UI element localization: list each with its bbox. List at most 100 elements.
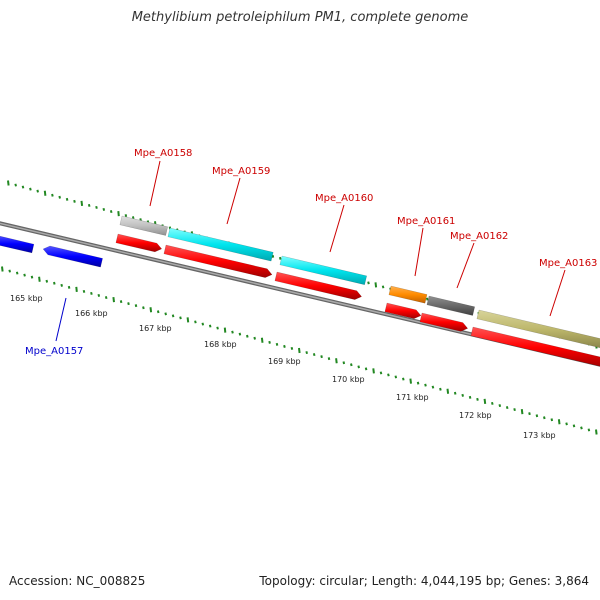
feature-cyan-mpe-a0159 [167, 227, 274, 262]
inner-tick-19 [142, 306, 145, 310]
inner-tick-21 [156, 310, 160, 314]
leader-mpe-a0159 [226, 177, 241, 225]
inner-tick-20 [149, 307, 153, 313]
tick-label-167: 167 kbp [139, 324, 172, 333]
leader-mpe-a0160 [329, 204, 345, 253]
leader-mpe-a0161 [414, 227, 424, 277]
inner-tick-28 [208, 324, 212, 328]
inner-tick-64 [476, 397, 479, 401]
outer-tick-8 [65, 197, 69, 201]
inner-tick-33 [246, 334, 249, 338]
feature-orange-mpe-a0161 [388, 285, 428, 304]
inner-tick-46 [342, 361, 346, 365]
inner-tick-27 [201, 322, 205, 326]
inner-tick-78 [580, 426, 583, 430]
inner-tick-41 [305, 351, 308, 355]
inner-tick-3 [23, 273, 26, 277]
outer-tick-17 [131, 216, 135, 220]
gene-label-mpe-a0163[interactable]: Mpe_A0163 [539, 258, 597, 269]
outer-tick-10 [80, 200, 84, 207]
inner-tick-40 [298, 347, 301, 354]
outer-tick-4 [36, 189, 39, 193]
inner-tick-44 [327, 357, 331, 361]
feature-gray-mpe-a0158 [119, 215, 168, 236]
outer-tick-5 [43, 190, 47, 196]
inner-tick-6 [45, 279, 49, 283]
inner-tick-77 [572, 424, 576, 428]
inner-tick-24 [179, 316, 182, 320]
inner-tick-71 [528, 412, 531, 416]
inner-tick-track [1, 266, 598, 435]
outer-tick-1 [14, 183, 17, 187]
gene-label-mpe-a0158[interactable]: Mpe_A0158 [134, 148, 192, 159]
tick-label-172: 172 kbp [459, 411, 492, 420]
inner-tick-80 [595, 429, 598, 435]
inner-tick-37 [275, 342, 279, 346]
inner-tick-0 [1, 266, 4, 272]
outer-tick-15 [117, 211, 120, 217]
inner-tick-48 [357, 365, 360, 369]
inner-tick-26 [194, 320, 197, 324]
inner-tick-59 [439, 387, 442, 391]
outer-tick-51 [381, 285, 385, 289]
genome-info-text: Topology: circular; Length: 4,044,195 bp… [259, 574, 589, 588]
inner-tick-23 [171, 314, 175, 318]
inner-tick-58 [431, 385, 435, 389]
inner-tick-51 [379, 371, 383, 375]
inner-tick-68 [505, 406, 509, 410]
outer-tick-37 [278, 256, 282, 260]
inner-tick-47 [350, 363, 353, 367]
tick-label-165: 165 kbp [10, 294, 43, 303]
outer-tick-11 [87, 203, 91, 207]
inner-tick-73 [543, 416, 546, 420]
gene-label-mpe-a0160[interactable]: Mpe_A0160 [315, 193, 373, 204]
label-leader-lines [55, 160, 566, 342]
inner-tick-56 [416, 381, 420, 385]
inner-tick-5 [38, 276, 41, 282]
reverse-gene-upstream [0, 235, 35, 254]
inner-tick-17 [127, 302, 130, 306]
outer-tick-3 [29, 187, 32, 191]
tick-label-173: 173 kbp [523, 431, 556, 440]
cds-arrow-mpe-a0159 [163, 244, 273, 278]
tick-label-168: 168 kbp [204, 340, 237, 349]
leader-mpe-a0163 [549, 269, 566, 317]
inner-tick-38 [283, 344, 286, 348]
gene-label-mpe-a0157[interactable]: Mpe_A0157 [25, 346, 83, 357]
cds-arrow-mpe-a0161 [384, 302, 422, 319]
outer-tick-14 [109, 210, 113, 214]
outer-tick-16 [124, 214, 128, 218]
gene-label-mpe-a0159[interactable]: Mpe_A0159 [212, 166, 270, 177]
gene-label-mpe-a0161[interactable]: Mpe_A0161 [397, 216, 455, 227]
inner-tick-31 [231, 330, 234, 334]
inner-tick-62 [461, 393, 464, 397]
reverse-gene-mpe-a0157 [42, 245, 103, 268]
inner-tick-53 [394, 375, 398, 379]
outer-tick-9 [73, 199, 76, 203]
outer-tick-0 [7, 180, 10, 186]
inner-tick-25 [186, 317, 190, 323]
outer-tick-6 [51, 193, 54, 197]
feature-khaki-mpe-a0163 [476, 309, 600, 349]
leader-mpe-a0157 [55, 297, 67, 342]
tick-label-169: 169 kbp [268, 357, 301, 366]
inner-tick-11 [82, 289, 86, 293]
inner-tick-4 [30, 275, 34, 279]
accession-text: Accession: NC_008825 [9, 574, 146, 588]
map-title: Methylibium petroleiphilum PM1, complete… [131, 10, 469, 25]
inner-tick-52 [387, 373, 390, 377]
inner-tick-18 [134, 304, 138, 308]
inner-tick-60 [446, 388, 450, 394]
outer-tick-49 [367, 281, 370, 285]
inner-tick-70 [520, 408, 524, 415]
inner-tick-55 [409, 378, 412, 384]
leader-mpe-a0158 [149, 160, 161, 207]
cds-track [115, 233, 600, 367]
tick-labels: 165 kbp 166 kbp 167 kbp 168 kbp 169 kbp … [10, 294, 556, 440]
gene-label-mpe-a0162[interactable]: Mpe_A0162 [450, 231, 508, 242]
inner-tick-39 [290, 346, 294, 350]
leader-mpe-a0162 [456, 242, 475, 289]
inner-tick-14 [104, 296, 108, 300]
inner-tick-54 [402, 377, 405, 381]
inner-tick-67 [498, 404, 502, 408]
